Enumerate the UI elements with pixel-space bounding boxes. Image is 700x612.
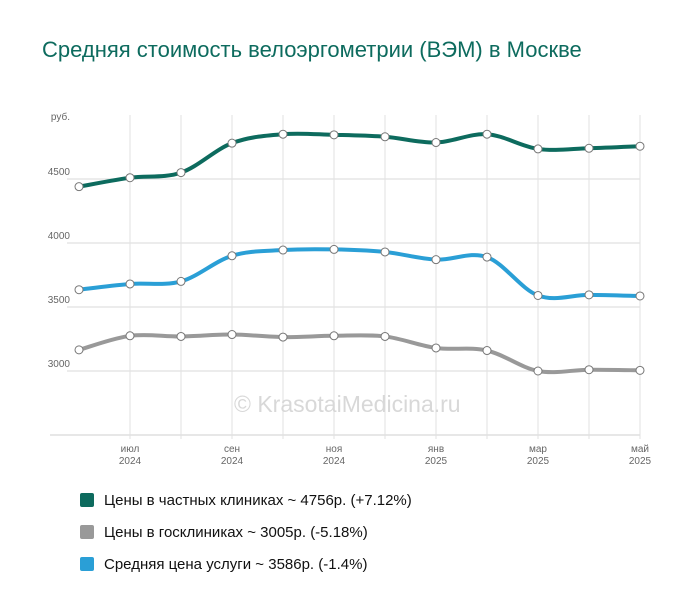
data-point-average	[278, 245, 288, 255]
data-point-public	[482, 346, 492, 356]
data-point-public	[74, 345, 84, 355]
data-point-average	[227, 251, 237, 261]
data-point-private	[176, 168, 186, 178]
x-tick-month: ноя	[326, 444, 343, 455]
data-point-average	[74, 285, 84, 295]
data-point-average	[635, 291, 645, 301]
legend: Цены в частных клиниках ~ 4756р. (+7.12%…	[80, 484, 412, 580]
legend-label-private: Цены в частных клиниках ~ 4756р. (+7.12%…	[104, 491, 412, 509]
data-point-private	[584, 143, 594, 153]
y-axis: 3000 3500 4000 4500 руб.	[48, 111, 71, 370]
data-point-public	[125, 331, 135, 341]
data-point-public	[176, 331, 186, 341]
legend-label-public: Цены в госклиниках ~ 3005р. (-5.18%)	[104, 523, 368, 541]
x-tick-month: сен	[224, 444, 240, 455]
data-point-private	[278, 129, 288, 139]
data-point-public	[533, 366, 543, 376]
y-tick-label: 3500	[48, 295, 71, 306]
data-point-private	[431, 138, 441, 148]
data-point-public	[329, 331, 339, 341]
data-point-average	[125, 279, 135, 289]
legend-item-average[interactable]: Средняя цена услуги ~ 3586р. (-1.4%)	[80, 548, 412, 580]
legend-swatch-private	[80, 493, 94, 507]
x-tick-year: 2024	[221, 456, 244, 467]
y-tick-label: 4000	[48, 231, 71, 242]
y-unit-label: руб.	[51, 111, 70, 123]
x-tick-year: 2025	[425, 456, 448, 467]
data-point-public	[227, 330, 237, 340]
x-tick-month: май	[631, 444, 649, 455]
chart-title: Средняя стоимость велоэргометрии (ВЭМ) в…	[42, 37, 582, 62]
data-point-public	[431, 343, 441, 353]
y-tick-label: 3000	[48, 359, 71, 370]
data-point-private	[635, 141, 645, 151]
data-point-private	[125, 173, 135, 183]
data-point-private	[329, 130, 339, 140]
data-point-average	[584, 290, 594, 300]
x-tick-month: янв	[428, 444, 444, 455]
watermark: © KrasotaiMedicina.ru	[234, 391, 461, 417]
data-point-private	[74, 182, 84, 192]
x-tick-month: июл	[121, 444, 140, 455]
x-tick-year: 2024	[323, 456, 346, 467]
data-point-average	[533, 290, 543, 300]
data-point-private	[227, 138, 237, 148]
data-point-public	[635, 365, 645, 375]
data-point-private	[380, 132, 390, 142]
x-tick-year: 2025	[629, 456, 652, 467]
legend-item-private[interactable]: Цены в частных клиниках ~ 4756р. (+7.12%…	[80, 484, 412, 516]
data-point-private	[482, 129, 492, 139]
series-layer	[74, 129, 645, 376]
data-point-average	[380, 247, 390, 257]
legend-item-public[interactable]: Цены в госклиниках ~ 3005р. (-5.18%)	[80, 516, 412, 548]
data-point-average	[482, 252, 492, 262]
x-tick-year: 2025	[527, 456, 550, 467]
data-point-public	[278, 332, 288, 342]
data-point-public	[380, 331, 390, 341]
y-tick-label: 4500	[48, 167, 71, 178]
series-line-average	[77, 247, 642, 301]
data-point-average	[176, 276, 186, 286]
legend-swatch-public	[80, 525, 94, 539]
legend-swatch-average	[80, 557, 94, 571]
data-point-average	[431, 255, 441, 265]
data-point-private	[533, 144, 543, 154]
x-tick-month: мар	[529, 444, 547, 455]
x-axis: июл2024сен2024ноя2024янв2025мар2025май20…	[119, 444, 652, 467]
legend-label-average: Средняя цена услуги ~ 3586р. (-1.4%)	[104, 555, 368, 573]
data-point-average	[329, 244, 339, 254]
x-tick-year: 2024	[119, 456, 142, 467]
chart-grid	[50, 115, 641, 439]
data-point-public	[584, 365, 594, 375]
series-line-public	[77, 332, 642, 375]
